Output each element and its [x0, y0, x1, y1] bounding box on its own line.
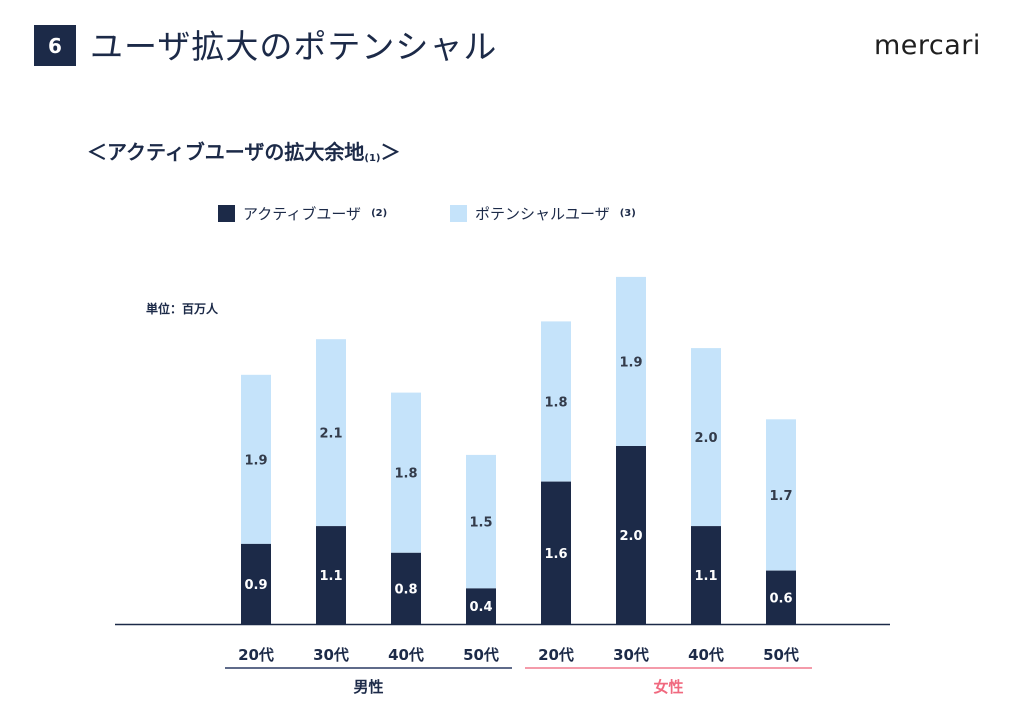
- bar-potential: [466, 454, 496, 589]
- bar-active: [391, 552, 421, 624]
- section-title: ＜アクティブユーザの拡大余地(1)＞: [87, 136, 401, 165]
- legend-swatch-potential: [450, 205, 467, 222]
- bar-active: [241, 543, 271, 624]
- data-label-potential: 1.8: [544, 396, 567, 411]
- bar-active: [616, 446, 646, 624]
- data-label-potential: 1.7: [769, 489, 792, 504]
- data-label-active: 0.9: [244, 578, 267, 593]
- x-tick-label: 50代: [463, 646, 499, 664]
- bar-potential: [766, 419, 796, 571]
- bar-potential: [241, 374, 271, 544]
- legend-item-active: アクティブユーザ (2): [218, 203, 387, 224]
- legend-label-potential: ポテンシャルユーザ: [475, 205, 610, 223]
- legend-note-active: (2): [371, 208, 388, 219]
- section-title-text: ＜アクティブユーザの拡大余地: [87, 140, 365, 164]
- x-tick-label: 30代: [313, 646, 349, 664]
- bar-potential: [391, 392, 421, 553]
- data-label-active: 1.1: [319, 569, 342, 584]
- bar-potential: [316, 339, 346, 527]
- page-title: ユーザ拡大のポテンシャル: [90, 27, 498, 66]
- bar-active: [466, 588, 496, 624]
- x-tick-label: 40代: [688, 646, 724, 664]
- page-number-badge: 6: [34, 25, 76, 66]
- bar-active: [541, 481, 571, 624]
- data-label-active: 0.6: [769, 591, 792, 606]
- bar-active: [691, 526, 721, 624]
- group-label: 女性: [653, 678, 683, 696]
- x-tick-label: 50代: [763, 646, 799, 664]
- x-tick-label: 40代: [388, 646, 424, 664]
- data-label-potential: 1.9: [619, 355, 642, 370]
- bar-active: [766, 570, 796, 624]
- data-label-active: 0.4: [469, 600, 492, 615]
- section-title-close: ＞: [380, 140, 401, 164]
- data-label-potential: 2.1: [319, 427, 342, 442]
- group-label: 男性: [353, 678, 383, 696]
- x-tick-label: 20代: [238, 646, 274, 664]
- legend-note-potential: (3): [619, 208, 636, 219]
- data-label-potential: 2.0: [694, 431, 717, 446]
- bar-potential: [541, 321, 571, 482]
- data-label-active: 1.1: [694, 569, 717, 584]
- x-tick-label: 20代: [538, 646, 574, 664]
- bar-potential: [691, 348, 721, 527]
- section-title-note: (1): [364, 153, 381, 164]
- legend-swatch-active: [218, 205, 235, 222]
- data-label-potential: 1.9: [244, 453, 267, 468]
- mercari-logo: mercari: [874, 30, 981, 61]
- data-label-active: 1.6: [544, 547, 567, 562]
- bar-potential: [616, 276, 646, 446]
- data-label-potential: 1.5: [469, 516, 492, 531]
- bar-active: [316, 526, 346, 624]
- data-label-active: 2.0: [619, 529, 642, 544]
- data-label-potential: 1.8: [394, 467, 417, 482]
- legend-label-active: アクティブユーザ: [243, 205, 362, 223]
- x-tick-label: 30代: [613, 646, 649, 664]
- unit-label: 単位：百万人: [146, 302, 219, 316]
- data-label-active: 0.8: [394, 582, 417, 597]
- legend-item-potential: ポテンシャルユーザ (3): [450, 203, 636, 224]
